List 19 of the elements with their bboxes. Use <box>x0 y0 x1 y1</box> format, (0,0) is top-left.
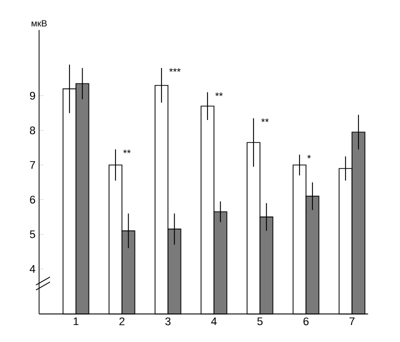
annotation: ** <box>123 150 131 154</box>
x-tick-label: 2 <box>119 317 124 326</box>
y-tick-label: 9 <box>30 92 36 100</box>
x-tick-label: 5 <box>257 317 263 326</box>
annotation: * <box>307 154 311 158</box>
y-tick-label: 5 <box>30 230 36 238</box>
y-axis-title: мкВ <box>32 20 47 26</box>
y-tick-label: 8 <box>30 126 36 134</box>
x-tick-label: 3 <box>165 317 171 326</box>
y-tick-label: 6 <box>30 196 36 204</box>
annotation: ** <box>261 118 269 122</box>
x-tick-label: 6 <box>304 317 309 326</box>
y-tick-label: 7 <box>30 161 36 169</box>
annotation: ** <box>215 92 223 96</box>
y-tick-label: 4 <box>30 265 36 273</box>
x-tick-label: 7 <box>350 317 355 326</box>
x-tick-label: 4 <box>211 317 217 326</box>
x-tick-label: 1 <box>74 317 78 326</box>
annotation: *** <box>169 68 181 72</box>
